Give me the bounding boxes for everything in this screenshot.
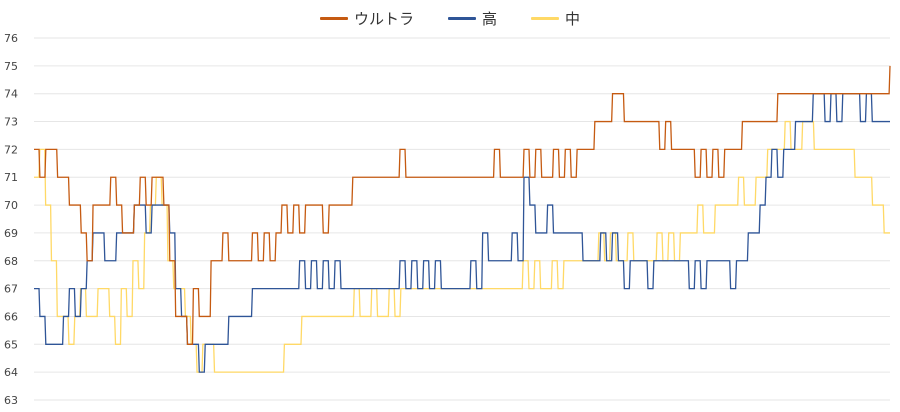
legend-swatch-high (447, 17, 476, 20)
y-tick-label: 75 (4, 60, 18, 73)
y-tick-label: 76 (4, 32, 18, 45)
gridlines (34, 37, 890, 401)
y-tick-label: 71 (4, 171, 18, 184)
y-tick-label: 67 (4, 283, 18, 296)
legend-swatch-mid (531, 17, 559, 20)
y-tick-label: 68 (4, 255, 18, 268)
legend: ウルトラ 高 中 (0, 8, 900, 29)
y-tick-label: 74 (4, 88, 18, 101)
series-line-mid (34, 120, 890, 373)
legend-label-ultra: ウルトラ (353, 10, 414, 28)
y-tick-label: 72 (4, 143, 18, 156)
y-tick-label: 64 (4, 366, 18, 379)
y-tick-label: 65 (4, 338, 18, 351)
y-tick-label: 66 (4, 310, 18, 323)
series-line-high (34, 93, 890, 373)
series-line-ultra (34, 65, 891, 345)
legend-item-high[interactable]: 高 (447, 8, 497, 29)
y-tick-label: 69 (4, 227, 18, 240)
y-tick-label: 63 (4, 394, 18, 407)
legend-item-ultra[interactable]: ウルトラ (319, 8, 414, 29)
series-lines (34, 65, 891, 373)
y-axis-ticks: 63 64 65 66 67 68 69 70 71 72 73 74 75 76 (4, 32, 18, 407)
legend-label-high: 高 (481, 10, 497, 28)
y-tick-label: 70 (4, 199, 18, 212)
legend-label-mid: 中 (565, 10, 581, 28)
y-tick-label: 73 (4, 116, 18, 129)
legend-item-mid[interactable]: 中 (531, 8, 580, 29)
legend-swatch-ultra (319, 17, 348, 20)
